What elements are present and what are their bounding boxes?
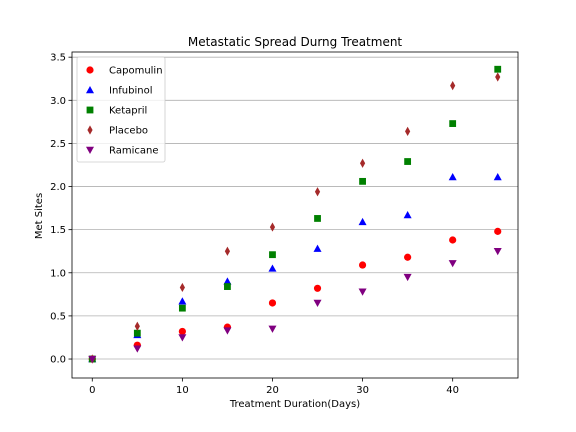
legend-label-ketapril: Ketapril (109, 106, 147, 117)
data-point-infubinol (358, 217, 367, 226)
data-point-infubinol (448, 173, 457, 181)
y-tick-label: 1.0 (50, 268, 66, 279)
data-point-placebo (269, 222, 276, 232)
x-tick-label: 30 (356, 385, 369, 396)
legend-label-capomulin: Capomulin (109, 66, 163, 77)
legend-box (76, 56, 166, 163)
plot-area (71, 51, 519, 379)
x-tick-label: 0 (89, 385, 95, 396)
series-capomulin (88, 227, 502, 363)
data-point-ramicane (223, 327, 232, 335)
data-point-infubinol (223, 277, 232, 285)
x-tick-label: 20 (266, 385, 279, 396)
x-tick-label: 40 (446, 385, 459, 396)
data-point-infubinol (178, 297, 187, 305)
legend-label-infubinol: Infubinol (109, 86, 153, 97)
series-infubinol (88, 173, 502, 363)
data-point-placebo (405, 126, 411, 136)
data-point-ramicane (448, 260, 457, 268)
data-point-ramicane (268, 325, 277, 333)
chart-title: Metastatic Spread Durng Treatment (188, 35, 403, 49)
data-point-ketapril (449, 120, 457, 127)
data-point-ramicane (133, 345, 142, 353)
legend-marker-placebo (87, 125, 93, 135)
data-point-ketapril (314, 215, 321, 222)
legend: Capomulin Infubinol Ketapril Placebo Ramican… (76, 56, 166, 163)
legend-marker-ketapril (86, 106, 94, 114)
data-point-capomulin (449, 236, 457, 244)
data-point-infubinol (403, 211, 412, 219)
x-axis-label: Treatment Duration(Days) (229, 399, 360, 410)
data-point-infubinol (493, 173, 502, 181)
y-tick-label: 2.5 (50, 139, 66, 150)
data-point-ramicane (178, 334, 187, 342)
series-ramicane (88, 248, 502, 364)
x-tick-label: 10 (176, 385, 189, 396)
data-point-ketapril (404, 158, 412, 165)
data-point-placebo (359, 158, 366, 168)
data-point-ramicane (88, 355, 97, 364)
data-point-ketapril (494, 65, 502, 73)
y-tick-label: 0.5 (50, 311, 66, 322)
data-point-placebo (450, 81, 456, 91)
data-point-placebo (134, 321, 140, 331)
data-point-ramicane (313, 299, 322, 307)
legend-label-ramicane: Ramicane (109, 146, 159, 157)
data-point-ketapril (269, 251, 276, 259)
axis-ticks: 0.0 0.5 1.0 1.5 2.0 2.5 3.0 3.5 0 10 20 30 40 (50, 53, 459, 396)
data-point-infubinol (268, 264, 277, 272)
y-axis-label: Met Sites (34, 193, 45, 239)
data-point-ramicane (403, 273, 412, 282)
legend-label-placebo: Placebo (109, 126, 148, 137)
y-tick-label: 3.0 (50, 96, 66, 107)
data-point-ketapril (224, 283, 231, 290)
data-point-capomulin (178, 327, 186, 336)
y-tick-label: 2.0 (50, 182, 66, 193)
data-point-capomulin (494, 227, 502, 235)
data-point-capomulin (268, 299, 277, 307)
data-point-capomulin (358, 261, 367, 269)
data-point-ketapril (359, 177, 366, 185)
data-points (88, 65, 502, 364)
data-point-capomulin (404, 253, 412, 261)
series-placebo (89, 72, 501, 364)
data-point-placebo (495, 72, 501, 82)
y-tick-label: 1.5 (50, 225, 66, 236)
data-point-placebo (179, 282, 185, 293)
legend-marker-capomulin (86, 66, 94, 74)
data-point-capomulin (313, 284, 322, 292)
data-point-ketapril (178, 304, 186, 312)
data-point-placebo (314, 187, 321, 197)
y-tick-label: 0.0 (50, 355, 66, 366)
data-point-ramicane (493, 248, 502, 256)
data-point-placebo (224, 246, 231, 256)
data-point-ketapril (133, 329, 141, 337)
y-tick-label: 3.5 (50, 53, 66, 64)
legend-marker-ramicane (86, 146, 94, 154)
data-point-infubinol (313, 244, 322, 252)
data-point-ramicane (358, 288, 367, 296)
legend-marker-infubinol (86, 86, 94, 94)
